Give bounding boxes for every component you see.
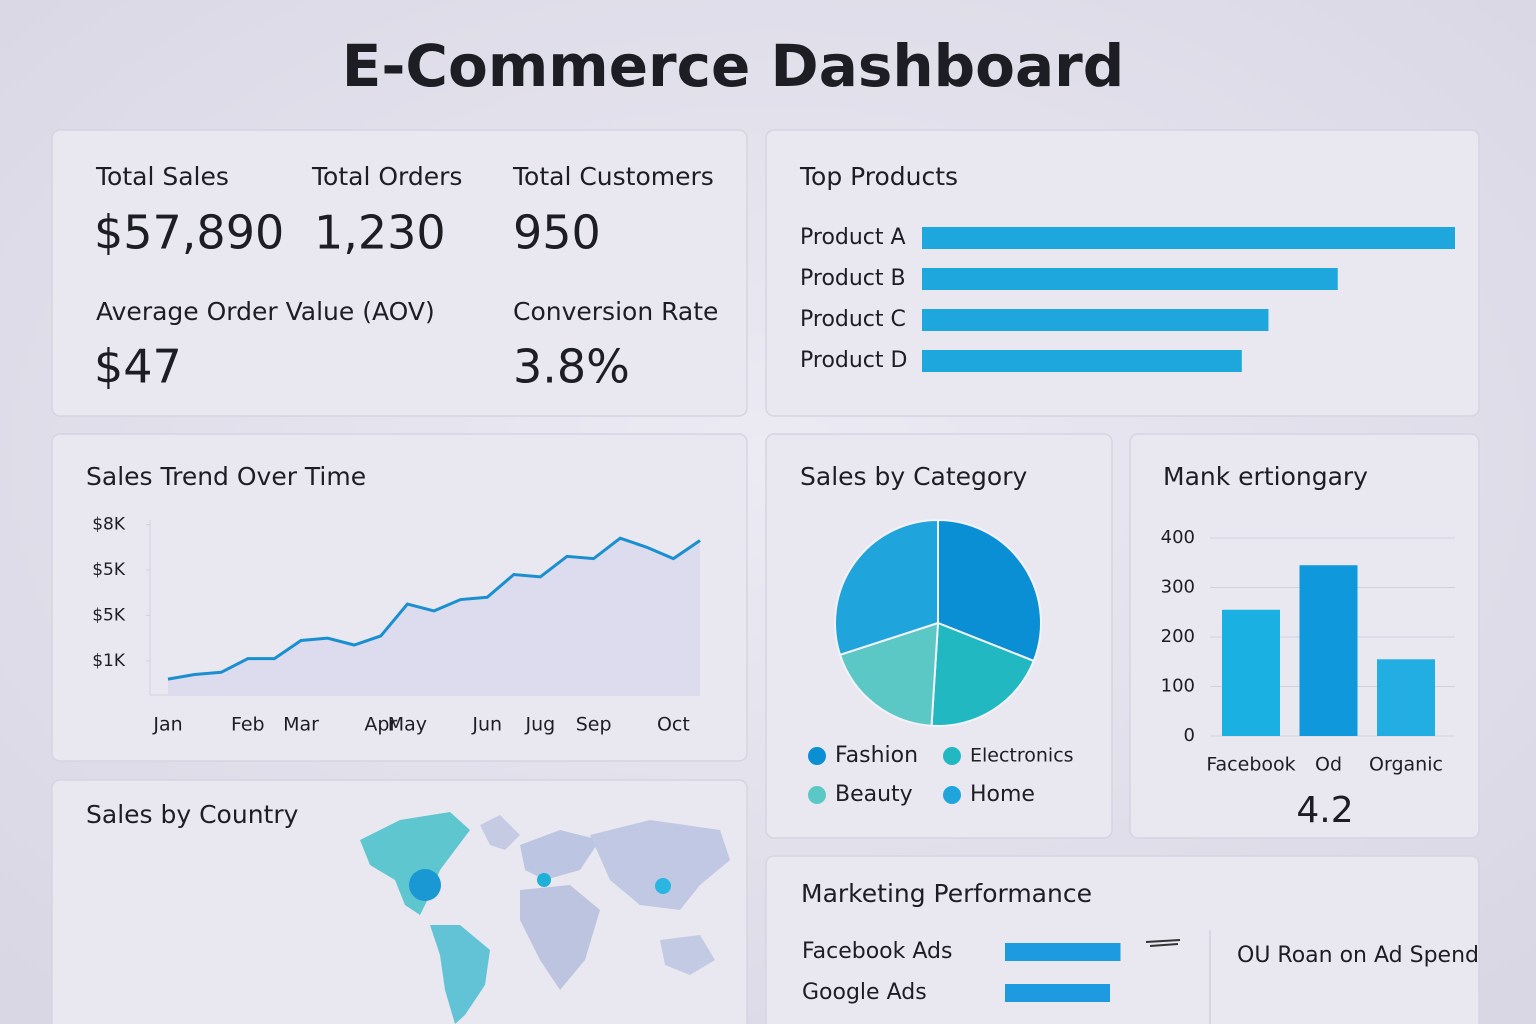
x-tick-label: Od <box>1315 754 1342 776</box>
x-tick-label: Jan <box>152 714 182 736</box>
x-tick-label: Mar <box>283 714 319 736</box>
kpi-panel <box>51 129 748 417</box>
pie-slice <box>834 518 939 657</box>
kpi-label: Conversion Rate <box>513 297 718 326</box>
map-bubble <box>537 873 551 887</box>
map-bubble <box>655 878 671 894</box>
y-tick-label: 400 <box>1161 527 1195 548</box>
bar-label: Google Ads <box>802 980 927 1005</box>
greenland <box>480 815 520 850</box>
bar-label: Facebook Ads <box>802 939 952 964</box>
x-tick-label: Apr <box>364 714 397 736</box>
icon <box>1145 939 1181 947</box>
line <box>167 536 701 681</box>
bar <box>1222 609 1280 736</box>
x-tick-label: Oct <box>657 714 690 736</box>
pie-slice <box>930 621 1036 727</box>
kpi-value: 1,230 <box>314 206 446 260</box>
x-tick-label: May <box>388 714 427 736</box>
y-tick-label: $1K <box>92 651 126 671</box>
pie-slice <box>937 518 1042 663</box>
bar-label: Product C <box>800 307 906 332</box>
chart-title: Sales Trend Over Time <box>86 462 366 491</box>
y-tick-label: $5K <box>92 560 126 580</box>
x-tick-label: Organic <box>1369 754 1443 776</box>
kpi-value: 3.8% <box>513 340 630 394</box>
bar-label: Product D <box>800 348 907 373</box>
annotation: 4.2 <box>1296 790 1353 831</box>
legend-label: Beauty <box>835 782 913 807</box>
bar <box>1005 984 1110 1002</box>
y-tick-label: 0 <box>1184 725 1195 746</box>
marketing-panel <box>765 855 1480 1024</box>
kpi-label: Total Sales <box>95 162 229 191</box>
chart-title: Mank ertiongary <box>1163 462 1368 491</box>
chart-title: Marketing Performance <box>801 879 1092 908</box>
x-tick-label: Jug <box>525 714 556 736</box>
bar <box>922 350 1242 372</box>
y-tick-label: $8K <box>92 515 126 535</box>
page-title: E-Commerce Dashboard <box>342 32 1125 100</box>
bar <box>922 268 1338 290</box>
bar <box>1377 659 1435 736</box>
legend-swatch <box>943 786 961 804</box>
north-america <box>360 812 470 915</box>
map-bubble <box>409 869 441 901</box>
y-tick-label: 300 <box>1161 577 1195 598</box>
chart-title: Sales by Category <box>800 462 1028 491</box>
asia <box>590 820 730 910</box>
bar-label: Product B <box>800 266 906 291</box>
kpi-label: Average Order Value (AOV) <box>96 297 435 326</box>
legend-label: Home <box>970 782 1035 807</box>
map-title: Sales by Country <box>86 800 299 829</box>
area <box>168 538 700 695</box>
australia <box>660 935 715 975</box>
bar <box>922 309 1269 331</box>
kpi-value: $47 <box>94 340 182 394</box>
south-america <box>430 925 490 1024</box>
world-map <box>360 812 730 1024</box>
y-tick-label: 200 <box>1161 626 1195 647</box>
x-tick-label: Jun <box>471 714 502 736</box>
annotation: OU Roan on Ad Spend <box>1237 943 1479 968</box>
africa <box>520 885 600 990</box>
kpi-label: Total Orders <box>311 162 462 191</box>
x-tick-label: Facebook <box>1206 754 1295 776</box>
bar <box>1005 943 1121 961</box>
legend-swatch <box>808 786 826 804</box>
bar <box>1299 565 1358 736</box>
legend-label: Electronics <box>970 745 1074 767</box>
bar-label: Product A <box>800 225 906 250</box>
europe <box>520 830 600 880</box>
kpi-value: 950 <box>513 206 601 260</box>
chart-title: Top Products <box>799 162 958 191</box>
legend-swatch <box>808 747 826 765</box>
kpi-label: Total Customers <box>512 162 714 191</box>
kpi-value: $57,890 <box>94 206 284 260</box>
pie-slice <box>838 621 940 727</box>
y-tick-label: 100 <box>1161 676 1195 697</box>
legend-swatch <box>943 747 961 765</box>
y-tick-label: $5K <box>92 605 126 625</box>
x-tick-label: Feb <box>231 714 265 736</box>
bar <box>922 227 1455 249</box>
legend-label: Fashion <box>835 743 918 768</box>
x-tick-label: Sep <box>576 714 612 736</box>
